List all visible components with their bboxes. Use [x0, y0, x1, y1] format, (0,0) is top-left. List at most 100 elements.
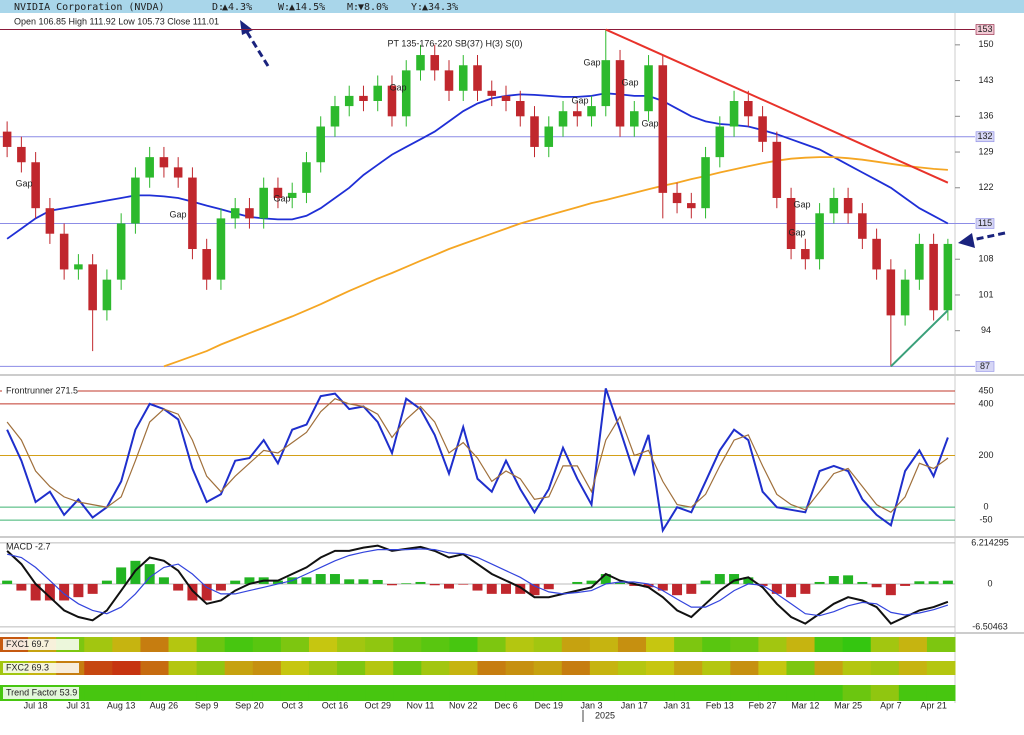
level-box: [975, 218, 995, 229]
histogram-bar: [657, 583, 668, 591]
candle-body: [387, 85, 397, 117]
candle-body: [815, 213, 824, 260]
candle-body: [373, 85, 382, 101]
x-tick-label: Mar 12: [791, 700, 819, 710]
heat-cell: [393, 637, 422, 652]
candle-body: [601, 60, 611, 107]
histogram-bar: [771, 583, 782, 594]
heat-cell: [393, 661, 422, 675]
change-period: W:: [278, 2, 290, 13]
histogram-bar: [329, 574, 340, 584]
heat-cell: [224, 661, 254, 675]
heat-cell: [84, 637, 113, 652]
histogram-bar: [59, 583, 70, 601]
y-tick-label: 94: [981, 325, 991, 335]
candle-body: [316, 126, 325, 163]
y-tick-label: 101: [978, 289, 993, 299]
histogram-bar: [928, 581, 939, 584]
histogram-bar: [187, 583, 198, 601]
heat-cell: [674, 637, 703, 652]
heat-cell: [533, 685, 563, 701]
y-tick-label: -6.50463: [972, 621, 1008, 631]
heat-cell: [280, 685, 310, 701]
candle-body: [744, 100, 753, 117]
histogram-bar: [87, 583, 98, 594]
level-label: 132: [977, 131, 992, 141]
heat-cell: [393, 685, 422, 701]
x-tick-label: Nov 22: [449, 700, 478, 710]
histogram-bar: [843, 575, 854, 584]
x-tick-label: Apr 7: [880, 700, 902, 710]
trendline: [890, 309, 949, 368]
candle-body: [430, 55, 440, 71]
y-tick-label: 143: [978, 75, 993, 85]
x-tick-label: Oct 3: [281, 700, 303, 710]
change-value: ▲4.3%: [222, 2, 252, 13]
header-bar: [0, 0, 1024, 13]
candle-body: [530, 116, 539, 147]
candle-body: [259, 187, 268, 219]
heat-cell: [926, 661, 956, 675]
candle-body: [17, 146, 26, 163]
candle-body: [758, 116, 767, 142]
histogram-bar: [2, 580, 13, 584]
candle-body: [287, 192, 297, 198]
heat-cell: [898, 637, 928, 652]
heat-cell: [730, 685, 759, 701]
heat-cell: [730, 637, 759, 652]
heat-cell: [533, 637, 563, 652]
heat-cell: [477, 685, 507, 701]
heat-cell: [421, 685, 450, 701]
heat-cell: [589, 637, 619, 652]
candle-body: [344, 95, 354, 107]
x-tick-label: Feb 13: [706, 700, 734, 710]
candle-body: [687, 203, 696, 209]
gap-annotation: Gap: [169, 209, 186, 219]
heat-cell: [84, 661, 113, 675]
candle-body: [173, 167, 183, 178]
histogram-bar: [30, 583, 41, 601]
x-tick-label: Nov 11: [407, 700, 435, 710]
header-title: NVIDIA Corporation (NVDA): [14, 2, 165, 13]
heat-cell: [337, 637, 366, 652]
heat-cell: [758, 637, 787, 652]
candle-body: [401, 70, 411, 117]
heat-cell: [365, 661, 394, 675]
candle-body: [145, 157, 154, 178]
candle-body: [116, 223, 126, 280]
heat-cell: [196, 637, 226, 652]
heat-cell: [646, 637, 675, 652]
histogram-bar: [458, 583, 469, 585]
heat-cell: [421, 637, 450, 652]
x-tick-label: Dec 19: [535, 700, 564, 710]
histogram-bar: [629, 583, 640, 586]
histogram-bar: [900, 583, 911, 586]
candle-body: [131, 177, 140, 224]
candle-body: [45, 208, 55, 234]
y-tick-label: 0: [983, 502, 988, 512]
candle-body: [515, 100, 525, 117]
histogram-bar: [871, 583, 882, 588]
heat-cell: [252, 661, 282, 675]
candle-body: [729, 100, 739, 127]
annotation-arrow: [958, 231, 1006, 248]
candle-body: [330, 106, 340, 127]
histogram-bar: [415, 581, 426, 584]
y-tick-label: -50: [979, 514, 992, 524]
moving-average: [163, 156, 948, 368]
histogram-bar: [515, 583, 526, 594]
heat-cell: [926, 685, 956, 701]
histogram-bar: [429, 583, 440, 586]
level-box: [975, 361, 995, 372]
heat-cell: [646, 661, 675, 675]
candle-body: [230, 208, 240, 219]
histogram-bar: [244, 577, 255, 584]
heat-cell: [842, 661, 872, 675]
panel-title-bg: [2, 385, 78, 397]
histogram-bar: [44, 583, 55, 601]
x-tick-label: Aug 13: [107, 700, 136, 710]
heat-cell: [786, 685, 816, 701]
x-tick-label: Jan 17: [621, 700, 648, 710]
candle-body: [900, 279, 910, 316]
histogram-bar: [401, 583, 412, 584]
